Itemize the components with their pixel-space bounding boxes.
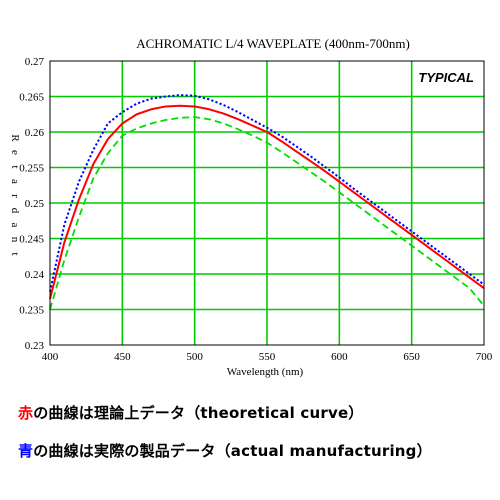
x-tick-label: 600 bbox=[331, 351, 348, 363]
x-tick-label: 650 bbox=[403, 351, 420, 363]
y-tick-label: 0.25 bbox=[25, 198, 45, 210]
y-tick-label: 0.27 bbox=[25, 56, 45, 68]
series-line-theoretical bbox=[49, 104, 485, 300]
y-axis-label-char: e bbox=[9, 150, 21, 155]
y-tick-label: 0.235 bbox=[19, 305, 44, 317]
chart-title: ACHROMATIC L/4 WAVEPLATE (400nm-700nm) bbox=[136, 36, 410, 51]
y-axis-label-char: a bbox=[9, 223, 21, 228]
y-tick-label: 0.26 bbox=[25, 127, 45, 139]
typical-annotation: TYPICAL bbox=[418, 70, 474, 85]
caption-theoretical: 赤の曲線は理論上データ（theoretical curve） bbox=[18, 402, 364, 423]
y-axis-label-char: d bbox=[9, 208, 21, 214]
y-axis-label-char: r bbox=[9, 194, 21, 198]
x-tick-label: 700 bbox=[476, 351, 493, 363]
caption-blue-text: の曲線は実際の製品データ（actual manufacturing） bbox=[33, 442, 432, 460]
y-axis-label-char: n bbox=[9, 237, 21, 243]
y-tick-label: 0.23 bbox=[25, 340, 45, 352]
y-axis-label-char: t bbox=[9, 165, 21, 168]
y-tick-label: 0.255 bbox=[19, 163, 44, 175]
caption-blue-marker: 青 bbox=[18, 442, 34, 460]
x-tick-labels: 400 450 500 550 600 650 700 bbox=[42, 351, 493, 363]
series-group bbox=[49, 94, 485, 310]
x-tick-label: 550 bbox=[259, 351, 276, 363]
y-axis-label: Re t a r d a n t bbox=[9, 134, 21, 255]
series-line-actual bbox=[49, 94, 485, 292]
y-tick-label: 0.265 bbox=[19, 92, 44, 104]
caption-actual: 青の曲線は実際の製品データ（actual manufacturing） bbox=[18, 440, 432, 461]
plot-border bbox=[49, 60, 485, 346]
x-tick-label: 500 bbox=[186, 351, 203, 363]
caption-red-text: の曲線は理論上データ（theoretical curve） bbox=[33, 404, 364, 422]
x-tick-label: 400 bbox=[42, 351, 59, 363]
x-tick-label: 450 bbox=[114, 351, 131, 363]
y-tick-label: 0.24 bbox=[25, 269, 45, 281]
x-axis-label: Wavelength (nm) bbox=[227, 366, 304, 378]
y-axis-label-char: a bbox=[9, 179, 21, 184]
y-axis-label-char: R bbox=[9, 134, 21, 142]
y-axis-label-char: t bbox=[9, 252, 21, 255]
y-tick-label: 0.245 bbox=[19, 234, 44, 246]
chart-svg: ACHROMATIC L/4 WAVEPLATE (400nm-700nm) 0… bbox=[9, 36, 493, 378]
y-tick-labels: 0.23 0.235 0.24 0.245 0.25 0.255 0.26 0.265 0.27 bbox=[19, 56, 44, 352]
caption-red-marker: 赤 bbox=[18, 404, 34, 422]
series-line-green bbox=[49, 116, 485, 310]
